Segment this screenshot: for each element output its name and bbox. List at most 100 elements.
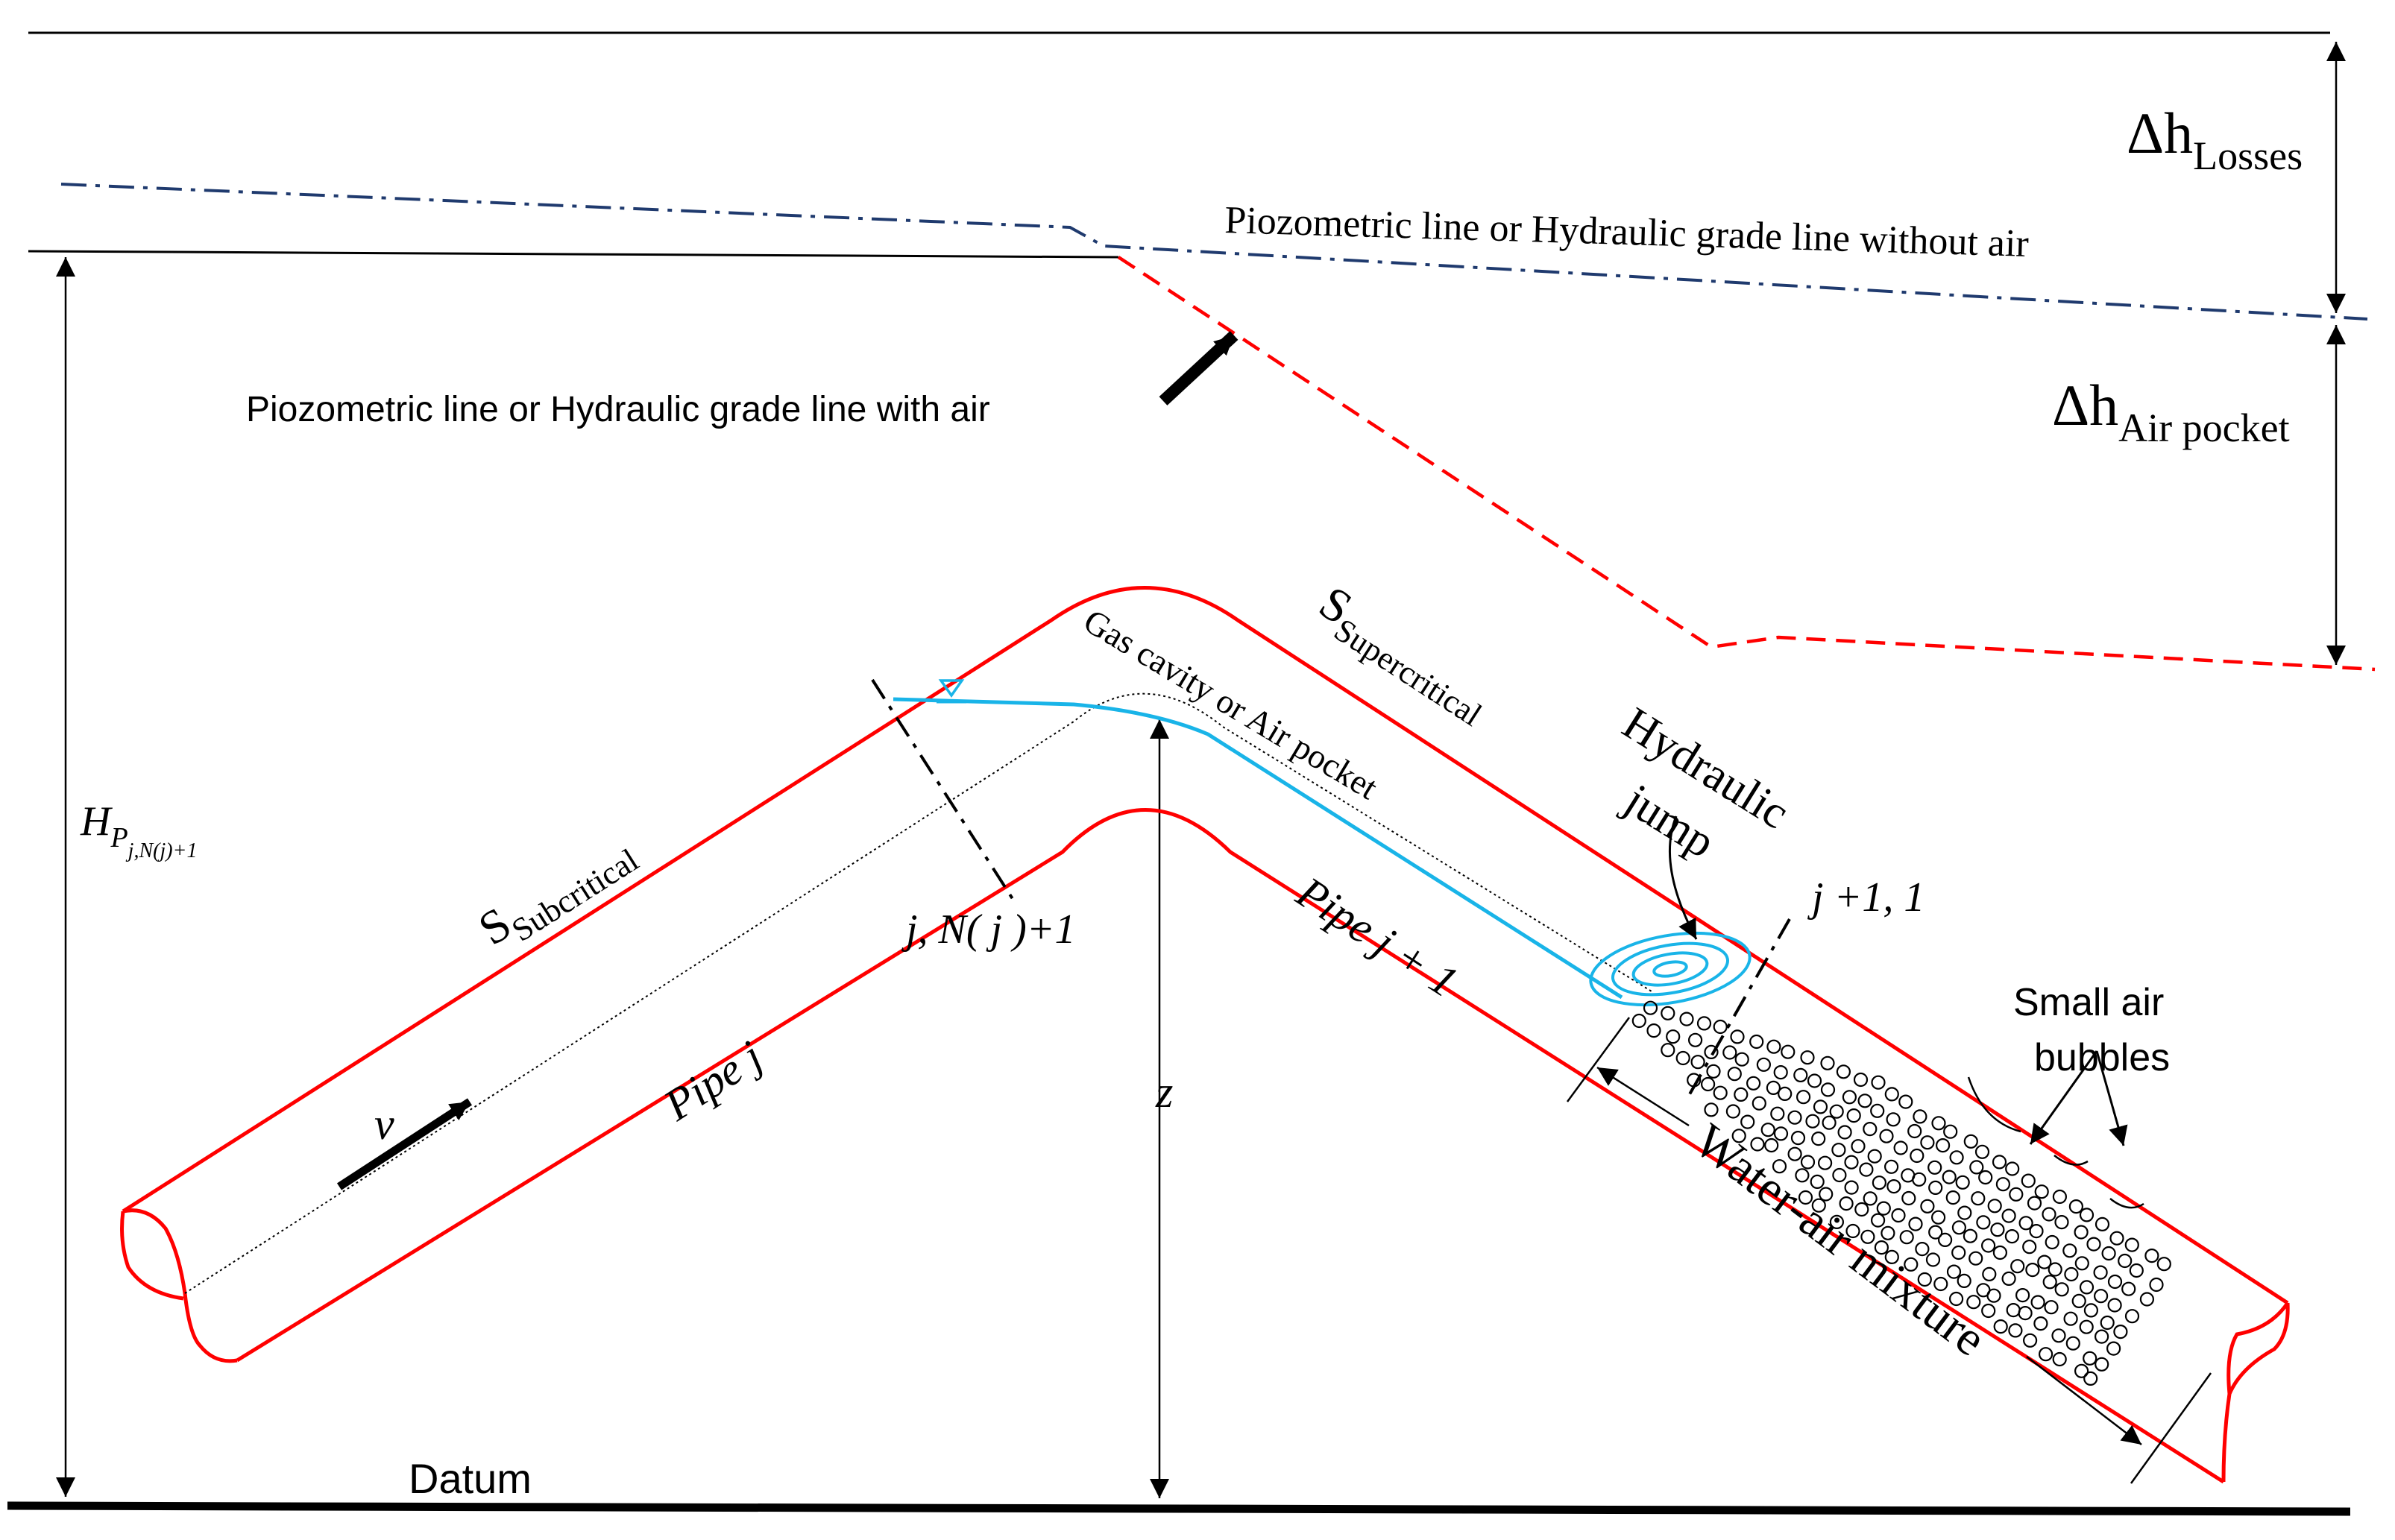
air-bubble <box>1800 1050 1815 1065</box>
bubbles-label: bubbles <box>2034 1036 2170 1079</box>
air-bubble <box>1832 1167 1847 1183</box>
s-subcritical-label: SSubcritical <box>469 820 644 963</box>
air-bubble <box>2100 1315 2115 1331</box>
air-bubble <box>1687 1073 1702 1088</box>
air-bubble <box>2093 1265 2108 1280</box>
hgl-with-air-arrow <box>1159 331 1239 405</box>
air-bubble <box>1904 1257 1919 1272</box>
air-bubble <box>1731 1129 1746 1143</box>
air-bubble <box>1773 1126 1789 1141</box>
air-bubble <box>1879 1129 1894 1143</box>
air-bubble <box>1969 1160 1984 1175</box>
pipe-bottom-wall <box>236 808 2225 1484</box>
air-bubble <box>2029 1223 2044 1239</box>
air-bubble <box>1931 1210 1946 1225</box>
air-bubble <box>1661 1006 1675 1020</box>
air-bubble <box>2018 1305 2033 1321</box>
air-bubble <box>2086 1237 2101 1252</box>
air-bubble <box>1912 1172 1927 1187</box>
air-bubble <box>1740 1114 1755 1129</box>
air-bubble <box>2107 1298 2122 1313</box>
water-level-marker-icon <box>938 679 965 698</box>
air-bubble <box>1871 1075 1886 1090</box>
air-bubble <box>1876 1201 1891 1216</box>
bubble-highlight-arc <box>2053 1155 2089 1166</box>
air-bubble <box>2023 1333 2038 1348</box>
air-bubble <box>1725 1104 1740 1119</box>
air-bubble <box>1933 1276 1948 1292</box>
air-bubble <box>1811 1198 1826 1213</box>
air-bubble <box>2045 1234 2059 1250</box>
air-bubble <box>2094 1289 2109 1304</box>
hgl-without-air-label: Piozometric line or Hydraulic grade line… <box>1224 199 2030 265</box>
air-bubble <box>1831 1143 1846 1158</box>
air-bubble <box>1963 1134 1978 1149</box>
air-bubble <box>1688 1032 1703 1047</box>
hydraulic-jump-swirl-icon <box>1589 931 1752 1007</box>
air-bubble <box>2149 1277 2164 1293</box>
air-bubble <box>1800 1155 1816 1170</box>
air-bubble <box>1907 1123 1922 1139</box>
air-bubble <box>2074 1225 2089 1240</box>
air-bubble <box>1790 1130 1806 1146</box>
air-bubble <box>1820 1082 1836 1097</box>
velocity-arrow <box>336 1098 473 1190</box>
air-bubble <box>1793 1067 1808 1083</box>
air-bubble <box>2027 1196 2042 1211</box>
air-bubble <box>1886 1112 1901 1127</box>
hgl-with-air-label: Piozometric line or Hydraulic grade line… <box>246 390 990 429</box>
air-bubble <box>1951 1220 1966 1235</box>
air-bubble <box>1787 1110 1802 1125</box>
air-bubble <box>2079 1319 2094 1334</box>
air-bubble <box>2156 1257 2171 1272</box>
water-air-mixture-label: Water-air mixture <box>1684 1114 1996 1367</box>
hydraulic-jump-arrow <box>1669 815 1698 940</box>
air-bubble <box>1805 1114 1820 1129</box>
air-bubble <box>1863 1121 1878 1137</box>
air-bubble <box>1810 1174 1825 1190</box>
air-bubble <box>1842 1090 1857 1105</box>
air-bubble <box>1870 1103 1885 1118</box>
air-bubble <box>1982 1266 1997 1282</box>
air-bubble <box>1770 1106 1785 1121</box>
air-bubble <box>1974 1144 1990 1159</box>
mixture-extent-tick-right <box>2130 1372 2212 1484</box>
air-bubble <box>1891 1208 1906 1223</box>
air-bubble <box>1813 1099 1828 1114</box>
air-bubble <box>1773 1064 1788 1080</box>
air-bubble <box>1787 1146 1802 1161</box>
head-reference-line <box>28 250 1119 259</box>
air-bubble <box>1844 1155 1859 1170</box>
air-bubble <box>1846 1108 1861 1123</box>
air-bubble <box>1857 1094 1872 1108</box>
air-bubble <box>1949 1150 1964 1165</box>
air-bubble <box>1925 1252 1941 1267</box>
air-bubble <box>2054 1214 2069 1230</box>
pipe-j-label: Pipe j <box>655 1031 771 1130</box>
air-bubble <box>1696 1016 1712 1031</box>
air-bubble <box>2064 1266 2079 1282</box>
air-bubble <box>2074 1256 2089 1271</box>
air-bubble <box>2083 1303 2098 1318</box>
air-bubble <box>1722 1045 1737 1060</box>
air-bubble <box>1818 1155 1833 1170</box>
air-bubble <box>1746 1076 1761 1091</box>
air-bubble <box>1766 1080 1781 1096</box>
air-bubble <box>1807 1073 1822 1088</box>
velocity-label: v <box>374 1099 394 1149</box>
s-supercritical-label: SSupercritical <box>1306 575 1502 733</box>
air-bubble <box>1706 1064 1721 1079</box>
air-bubble <box>2001 1271 2016 1287</box>
pipe-j1-label: Pipe j + 1 <box>1288 867 1467 1007</box>
air-bubble <box>1957 1205 1972 1220</box>
pipe-top-wall <box>122 586 2289 1305</box>
air-bubble <box>1704 1102 1719 1117</box>
air-bubble <box>2124 1237 2139 1252</box>
head-label: HPj,N(j)+1 <box>80 798 197 862</box>
air-bubble <box>1837 1125 1852 1140</box>
air-bubble <box>2063 1311 2078 1326</box>
bubble-highlight-arc <box>2109 1198 2144 1209</box>
air-bubble <box>1928 1180 1943 1196</box>
air-bubble <box>1845 1223 1860 1239</box>
